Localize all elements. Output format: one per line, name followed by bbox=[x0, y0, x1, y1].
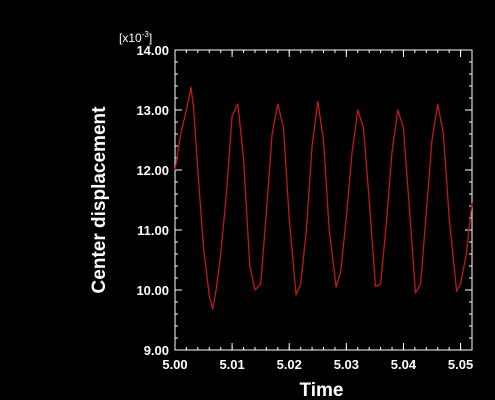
y-tick-label: 9.00 bbox=[144, 343, 169, 358]
y-tick-label: 10.00 bbox=[136, 283, 169, 298]
y-axis-ticks: 9.00 10.00 11.00 12.00 13.00 14.00 bbox=[136, 43, 472, 358]
x-tick-label: 5.03 bbox=[334, 357, 359, 372]
x-tick-label: 5.05 bbox=[448, 357, 473, 372]
y-tick-label: 13.00 bbox=[136, 103, 169, 118]
x-tick-label: 5.00 bbox=[162, 357, 187, 372]
x-axis-ticks: 5.00 5.01 5.02 5.03 5.04 5.05 bbox=[162, 50, 473, 372]
y-tick-label: 14.00 bbox=[136, 43, 169, 58]
y-tick-label: 12.00 bbox=[136, 163, 169, 178]
y-multiplier-label: [x10-3] bbox=[119, 30, 152, 45]
x-axis-label: Time bbox=[299, 380, 343, 400]
x-tick-label: 5.04 bbox=[391, 357, 417, 372]
series-line bbox=[174, 86, 473, 310]
y-tick-label: 11.00 bbox=[137, 223, 169, 238]
y-axis-label: Center displacement bbox=[89, 106, 110, 294]
x-tick-label: 5.02 bbox=[277, 357, 302, 372]
x-tick-label: 5.01 bbox=[219, 357, 244, 372]
